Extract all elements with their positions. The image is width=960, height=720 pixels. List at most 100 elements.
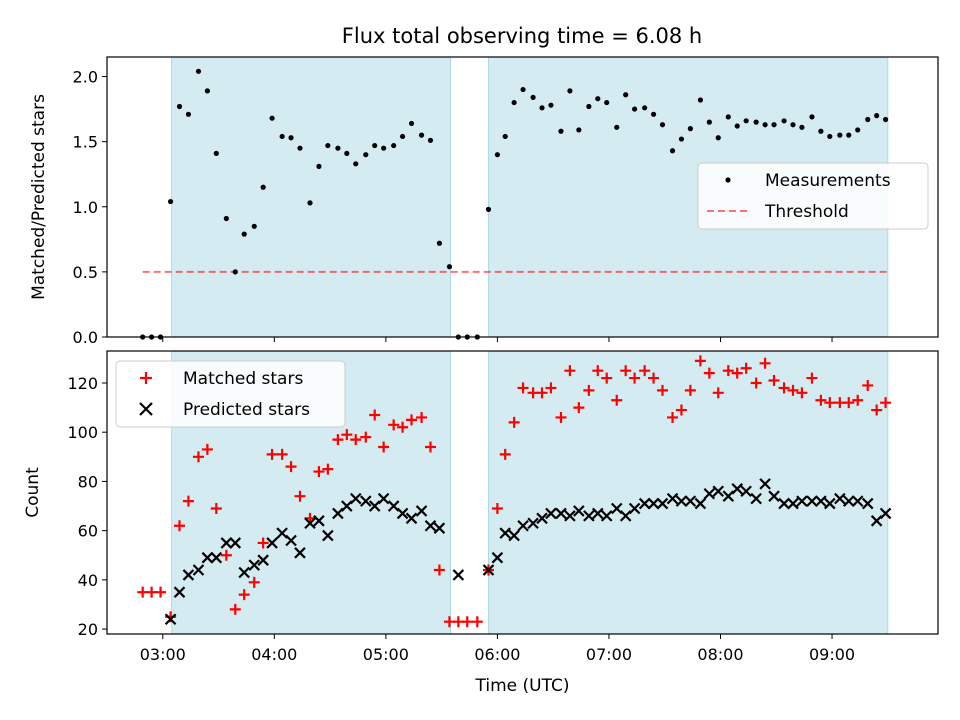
measurement-point: 09:09 — 1.55: [846, 132, 852, 138]
matched-stars-point: 08:19 — 120: [750, 377, 762, 389]
matched-stars-point: 03:14 — 72: [182, 495, 194, 507]
measurement-point: 06:34 — 1.58: [558, 128, 564, 134]
measurement-point: 07:44 — 1.6: [687, 126, 693, 132]
measurement-point: 07:39 — 1.52: [678, 136, 685, 142]
matched-stars-point: 04:29 — 85: [322, 463, 334, 475]
matched-stars-point: 08:39 — 117: [787, 384, 799, 396]
matched-stars-point: 07:39 — 109: [675, 404, 687, 416]
matched-stars-point: 09:29 — 112: [880, 397, 892, 409]
matched-stars-point: 05:14 — 105: [406, 414, 418, 426]
matched-stars-point: 06:49 — 117: [583, 384, 595, 396]
matched-stars-point: 08:54 — 113: [815, 394, 827, 406]
x-tick-label: 04:00: [251, 645, 297, 664]
measurement-point: 07:24 — 1.71: [650, 111, 657, 117]
measurement-point: 03:19 — 2.04: [195, 68, 202, 74]
predicted-stars-point: 08:29 — 74: [768, 490, 780, 502]
measurement-point: 07:59 — 1.53: [715, 135, 721, 141]
measurement-point: 08:04 — 1.69: [725, 114, 731, 120]
measurement-point: 08:24 — 1.63: [762, 122, 768, 128]
measurement-point: 04:14 — 1.45: [297, 145, 303, 151]
measurement-point: 06:00 — 1.4: [494, 152, 501, 158]
measurement-point: 04:54 — 1.47: [372, 142, 378, 149]
measurement-point: 04:09 — 1.53: [288, 135, 294, 141]
measurement-point: 07:29 — 1.63: [659, 122, 666, 128]
matched-stars-point: 02:59 — 35: [155, 586, 167, 598]
legend: Matched stars Predicted stars: [115, 360, 346, 428]
measurement-point: 08:14 — 1.66: [743, 118, 749, 124]
predicted-stars-point: 05:24 — 62: [424, 519, 437, 532]
measurement-point: 03:49 — 0.85: [251, 223, 257, 229]
matched-stars-point: 07:59 — 116: [712, 387, 724, 399]
measurement-point: 06:44 — 1.59: [576, 127, 582, 133]
predicted-stars-point: 06:44 — 68: [573, 505, 585, 517]
predicted-stars-point: 06:59 — 66: [600, 510, 613, 522]
predicted-stars-point: 09:14 — 72: [851, 495, 864, 507]
matched-stars-point: 09:19 — 119: [862, 379, 874, 391]
predicted-stars-point: 03:24 — 49: [201, 551, 214, 564]
predicted-stars-point: 09:04 — 73: [834, 492, 846, 505]
measurement-point: 04:24 — 1.31: [316, 163, 322, 169]
measurement-point: 07:04 — 1.61: [614, 124, 620, 130]
matched-stars-point: 03:39 — 28: [229, 603, 241, 615]
matched-stars-point: 07:19 — 125: [639, 365, 651, 377]
matched-stars-point: 09:24 — 109: [871, 404, 883, 416]
legend: Measurements Threshold: [697, 162, 929, 230]
predicted-stars-point: 04:59 — 73: [377, 492, 390, 505]
matched-stars-point: 06:39 — 125: [564, 365, 576, 377]
predicted-stars-point: 03:54 — 48: [257, 554, 269, 566]
predicted-stars-point: 08:39 — 71: [787, 497, 799, 510]
matched-stars-point: 07:49 — 129: [694, 355, 706, 367]
matched-stars-point: 04:34 — 97: [332, 434, 344, 446]
legend-marker: [140, 372, 152, 384]
legend-label: Measurements: [765, 171, 891, 191]
matched-stars-point: 06:29 — 118: [545, 382, 557, 394]
measurement-point: 06:09 — 1.8: [511, 99, 517, 106]
matched-stars-point: 04:09 — 86: [285, 461, 297, 473]
measurement-point: 08:09 — 1.62: [734, 123, 740, 129]
measurement-point: 03:29 — 1.41: [213, 150, 219, 156]
predicted-stars-point: 04:49 — 72: [360, 495, 372, 507]
measurement-point: 08:44 — 1.61: [799, 124, 805, 130]
measurement-point: 03:39 — 0.5: [232, 269, 238, 275]
measurement-point: 07:49 — 1.82: [697, 97, 704, 103]
measurement-point: 04:44 — 1.33: [353, 161, 359, 167]
matched-stars-point: 03:29 — 69: [210, 502, 222, 514]
measurement-point: 04:49 — 1.4: [363, 152, 369, 158]
measurement-point: 06:54 — 1.83: [595, 96, 601, 102]
measurement-point: 04:39 — 1.41: [344, 150, 350, 156]
predicted-stars-point: 09:09 — 72: [842, 495, 855, 507]
matched-stars-point: 06:04 — 91: [499, 448, 511, 460]
x-tick-label: 09:00: [809, 645, 855, 664]
predicted-stars-point: 06:04 — 59: [499, 527, 511, 539]
matched-stars-point: 05:49 — 23: [471, 616, 483, 628]
predicted-stars-point: 06:34 — 67: [555, 507, 567, 520]
predicted-stars-point: 03:39 — 55: [229, 537, 242, 549]
y-tick-label: 20: [78, 620, 98, 639]
measurement-point: 03:54 — 1.15: [260, 184, 266, 190]
predicted-stars-point: 03:59 — 55: [266, 537, 278, 549]
predicted-stars-point: 05:09 — 67: [396, 507, 409, 520]
matched-stars-point: 06:24 — 116: [536, 387, 548, 399]
y-axis-label: Matched/Predicted stars: [29, 94, 49, 300]
measurement-point: 03:09 — 1.77: [176, 103, 183, 110]
predicted-stars-point: 04:14 — 51: [294, 547, 306, 559]
measurement-point: 09:29 — 1.67: [882, 116, 889, 123]
matched-stars-point: 07:34 — 106: [667, 411, 679, 423]
measurement-point: 08:34 — 1.66: [781, 118, 787, 124]
predicted-stars-point: 04:24 — 64: [313, 515, 325, 527]
predicted-stars-point: 08:34 — 71: [778, 497, 790, 510]
legend-label: Matched stars: [183, 369, 303, 389]
matched-stars-point: 04:04 — 91: [276, 448, 288, 460]
measurement-point: 09:04 — 1.55: [837, 132, 843, 138]
x-tick-label: 08:00: [697, 645, 743, 664]
predicted-stars-point: 03:49 — 46: [248, 559, 261, 571]
y-tick-label: 2.0: [73, 68, 98, 87]
measurement-point: 07:09 — 1.86: [623, 92, 629, 98]
y-tick-label: 80: [78, 472, 98, 491]
matched-stars-point: 04:49 — 98: [360, 431, 372, 443]
matched-stars-point: 03:49 — 39: [248, 576, 260, 588]
y-tick-label: 1.0: [73, 198, 98, 217]
matched-stars-point: 03:44 — 34: [238, 589, 250, 601]
predicted-stars-point: 08:24 — 79: [759, 478, 771, 490]
